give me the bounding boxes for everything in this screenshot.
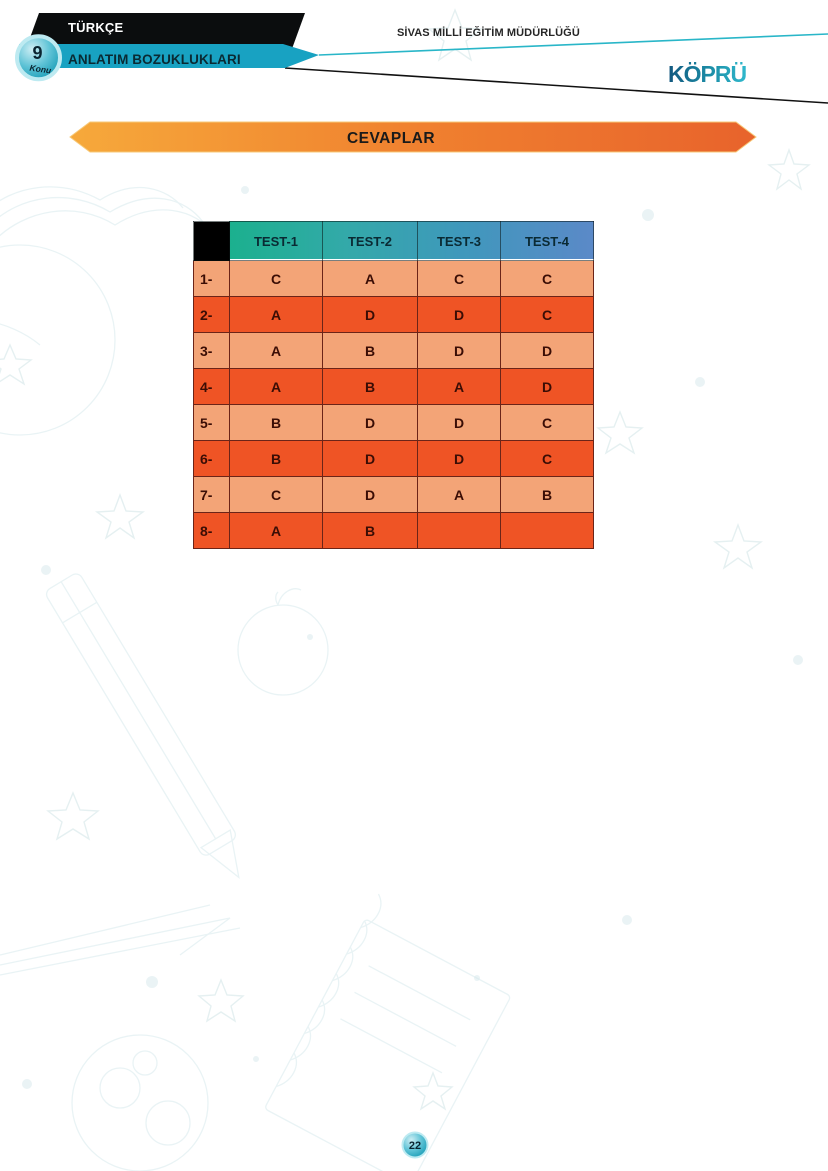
svg-text:9: 9 [32, 43, 42, 63]
svg-text:KÖPRÜ: KÖPRÜ [668, 61, 746, 87]
svg-text:22: 22 [409, 1140, 421, 1152]
svg-text:ANLATIM BOZUKLUKLARI: ANLATIM BOZUKLUKLARI [68, 52, 241, 67]
svg-text:CEVAPLAR: CEVAPLAR [347, 130, 435, 147]
